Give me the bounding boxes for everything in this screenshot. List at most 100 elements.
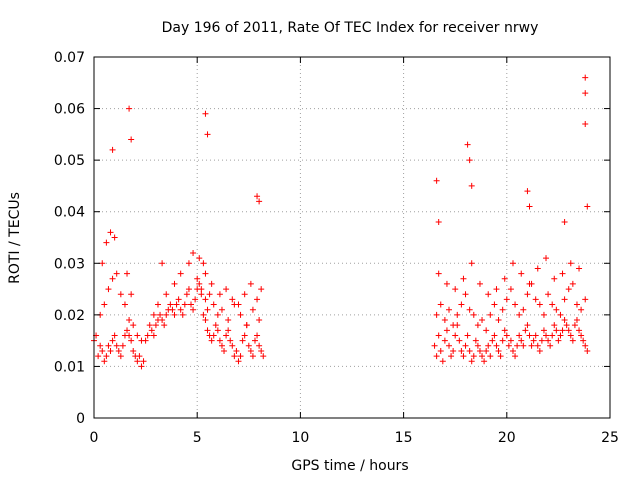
data-point — [487, 353, 494, 360]
data-point — [202, 317, 209, 324]
data-point — [216, 291, 223, 298]
data-point — [551, 275, 558, 282]
data-point — [551, 322, 558, 329]
data-point — [512, 301, 519, 308]
data-point — [231, 353, 238, 360]
data-point — [503, 296, 510, 303]
data-points — [91, 74, 591, 370]
data-point — [476, 347, 483, 354]
data-point — [235, 301, 242, 308]
y-tick-label: 0.02 — [54, 308, 85, 324]
data-point — [247, 280, 254, 287]
data-point — [239, 337, 246, 344]
data-point — [198, 291, 205, 298]
data-point — [190, 249, 197, 256]
data-point — [196, 255, 203, 262]
data-point — [437, 347, 444, 354]
data-point — [462, 291, 469, 298]
data-point — [582, 342, 589, 349]
data-point — [206, 291, 213, 298]
data-point — [95, 353, 102, 360]
data-point — [532, 332, 539, 339]
data-point — [126, 317, 133, 324]
data-point — [499, 337, 506, 344]
x-tick-label: 0 — [90, 430, 99, 446]
x-tick-label: 10 — [291, 430, 309, 446]
data-point — [225, 317, 232, 324]
data-point — [254, 296, 261, 303]
data-point — [543, 255, 550, 262]
data-point — [437, 301, 444, 308]
data-point — [247, 347, 254, 354]
data-point — [456, 337, 463, 344]
data-point — [476, 280, 483, 287]
data-point — [545, 291, 552, 298]
data-point — [452, 286, 459, 293]
y-tick-label: 0 — [76, 411, 85, 427]
data-point — [501, 275, 508, 282]
data-point — [520, 306, 527, 313]
data-point — [561, 317, 568, 324]
data-point — [97, 342, 104, 349]
data-point — [190, 306, 197, 313]
data-point — [487, 311, 494, 318]
data-point — [512, 353, 519, 360]
data-point — [450, 347, 457, 354]
data-point — [441, 337, 448, 344]
data-point — [99, 347, 106, 354]
data-point — [443, 327, 450, 334]
data-point — [159, 260, 166, 267]
data-point — [505, 342, 512, 349]
data-point — [249, 306, 256, 313]
data-point — [509, 347, 516, 354]
data-point — [152, 322, 159, 329]
data-point — [109, 337, 116, 344]
x-tick-label: 20 — [498, 430, 516, 446]
data-point — [185, 286, 192, 293]
data-point — [198, 286, 205, 293]
data-point — [507, 286, 514, 293]
data-point — [251, 337, 258, 344]
data-point — [227, 337, 234, 344]
data-point — [260, 353, 267, 360]
data-point — [582, 121, 589, 128]
data-point — [462, 342, 469, 349]
data-point — [105, 286, 112, 293]
data-point — [553, 306, 560, 313]
data-point — [128, 136, 135, 143]
x-axis-label: GPS time / hours — [291, 458, 408, 474]
data-point — [433, 311, 440, 318]
data-point — [159, 317, 166, 324]
data-point — [208, 337, 215, 344]
data-point — [229, 296, 236, 303]
data-point — [516, 311, 523, 318]
data-point — [192, 296, 199, 303]
data-point — [204, 327, 211, 334]
data-point — [113, 342, 120, 349]
data-point — [561, 219, 568, 226]
data-point — [229, 342, 236, 349]
data-point — [522, 327, 529, 334]
data-point — [530, 337, 537, 344]
data-point — [584, 203, 591, 210]
data-point — [580, 337, 587, 344]
data-point — [559, 327, 566, 334]
data-point — [208, 280, 215, 287]
data-point — [569, 337, 576, 344]
data-point — [433, 353, 440, 360]
data-point — [204, 306, 211, 313]
data-point — [452, 332, 459, 339]
data-point — [460, 353, 467, 360]
data-point — [167, 301, 174, 308]
data-point — [481, 358, 488, 365]
data-point — [210, 301, 217, 308]
data-point — [466, 157, 473, 164]
data-point — [171, 280, 178, 287]
data-point — [565, 327, 572, 334]
data-point — [518, 337, 525, 344]
data-point — [435, 270, 442, 277]
data-point — [173, 301, 180, 308]
data-point — [117, 291, 124, 298]
data-point — [518, 270, 525, 277]
grid — [94, 57, 610, 418]
